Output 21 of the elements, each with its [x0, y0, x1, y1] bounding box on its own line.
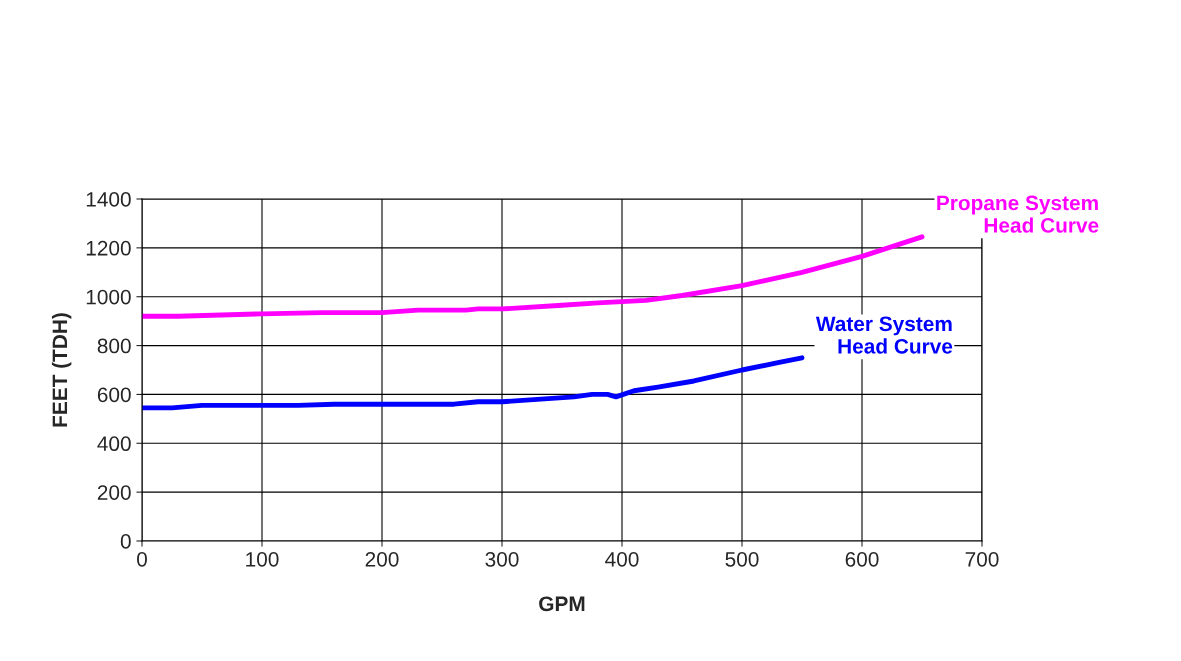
x-tick-label: 400: [605, 551, 639, 567]
x-tick-label: 100: [246, 551, 279, 567]
y-tick-label: 1200: [86, 240, 131, 256]
x-tick-label: 0: [137, 551, 147, 567]
y-tick-label: 0: [120, 534, 131, 549]
line-series: [142, 355, 805, 411]
y-tick-label: 1000: [86, 289, 131, 305]
y-tick-label: 200: [97, 485, 131, 500]
y-tick-label: 400: [97, 436, 131, 452]
x-axis-title: GPM: [539, 596, 585, 612]
x-tick-label: 600: [845, 551, 879, 567]
x-tick-label: 500: [725, 551, 759, 567]
y-tick-label: 1400: [86, 192, 131, 207]
series-label: Water System Head Curve: [815, 316, 953, 354]
x-tick-label: 200: [365, 551, 399, 567]
y-axis-title: FEET (TDH): [51, 313, 72, 427]
series-label: Propane System Head Curve: [937, 195, 1099, 233]
y-tick-label: 600: [97, 387, 131, 403]
x-tick-label: 700: [965, 551, 999, 567]
y-tick-label: 800: [97, 338, 131, 354]
x-tick-label: 300: [485, 551, 519, 567]
